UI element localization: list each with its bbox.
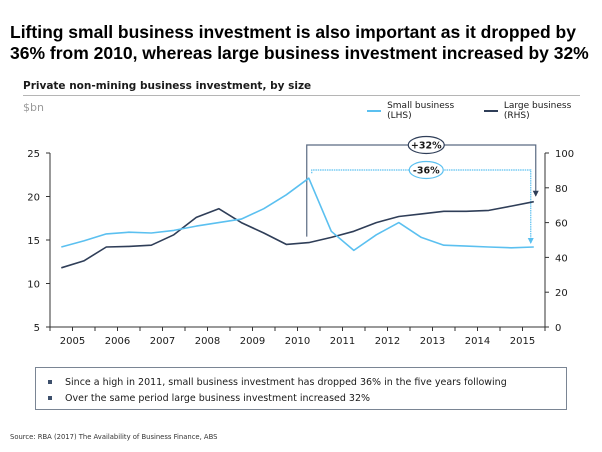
y-tick-label-right: 60 xyxy=(555,219,568,230)
legend: Small business (LHS) Large business (RHS… xyxy=(367,101,602,121)
bracket-large-business xyxy=(306,144,537,237)
source-note: Source: RBA (2017) The Availability of B… xyxy=(10,433,218,441)
arrow-down-icon xyxy=(532,190,539,197)
x-tick-label: 2013 xyxy=(420,336,445,347)
headline: Lifting small business investment is als… xyxy=(10,22,589,63)
x-tick-label: 2008 xyxy=(195,336,220,347)
y-tick-label-right: 20 xyxy=(555,288,568,299)
bullet-text: Since a high in 2011, small business inv… xyxy=(65,376,507,388)
axes: 5 10 15 20 25 0 20 40 60 80 100 2005 2006 2007 2008 200… xyxy=(27,149,574,347)
legend-swatch-small-business xyxy=(367,110,382,112)
x-tick-label: 2010 xyxy=(285,336,310,347)
chart-title: Private non-mining business investment, … xyxy=(23,80,312,92)
annotation-label-plus32: +32% xyxy=(411,141,442,152)
legend-label-large-business: Large business (RHS) xyxy=(503,101,572,121)
y-axis-unit-label: $bn xyxy=(23,101,44,114)
x-tick-label: 2015 xyxy=(510,336,535,347)
x-tick-label: 2006 xyxy=(105,336,130,347)
legend-item-large-business: Large business (RHS) xyxy=(483,101,594,121)
annotation-badge-plus32 xyxy=(407,135,445,155)
y-tick-label-left: 20 xyxy=(27,193,40,204)
bullet-item: Since a high in 2011, small business inv… xyxy=(48,374,554,390)
x-tick-label: 2012 xyxy=(375,336,400,347)
series-small-business xyxy=(61,177,534,252)
y-tick-label-right: 100 xyxy=(555,149,574,160)
legend-label-small-business: Small business (LHS) xyxy=(387,101,455,121)
x-tick-label: 2011 xyxy=(330,336,355,347)
x-tick-label: 2009 xyxy=(240,336,265,347)
annotation-label-minus36: -36% xyxy=(413,166,440,177)
legend-item-small-business: Small business (LHS) xyxy=(367,101,476,121)
bullet-icon xyxy=(48,380,52,384)
bracket-small-business xyxy=(311,169,532,243)
y-tick-label-left: 15 xyxy=(27,236,40,247)
y-tick-label-left: 5 xyxy=(34,323,40,334)
annotations: +32% -36% xyxy=(306,135,539,244)
arrow-down-icon xyxy=(527,237,534,244)
y-tick-label-right: 0 xyxy=(555,323,561,334)
series-large-business xyxy=(61,200,534,269)
key-takeaways-box: Since a high in 2011, small business inv… xyxy=(35,367,567,410)
y-tick-label-left: 10 xyxy=(27,280,40,291)
bullet-item: Over the same period large business inve… xyxy=(48,390,554,406)
y-tick-label-right: 80 xyxy=(555,184,568,195)
y-tick-label-left: 25 xyxy=(27,149,40,160)
annotation-badge-minus36 xyxy=(408,160,444,180)
bullet-text: Over the same period large business inve… xyxy=(65,392,371,404)
legend-swatch-large-business xyxy=(483,110,498,112)
series-lines xyxy=(61,177,534,269)
y-tick-label-right: 40 xyxy=(555,253,568,264)
x-tick-label: 2014 xyxy=(465,336,490,347)
x-tick-label: 2005 xyxy=(60,336,85,347)
x-tick-label: 2007 xyxy=(150,336,175,347)
bullet-icon xyxy=(48,396,52,400)
title-divider xyxy=(23,95,580,96)
